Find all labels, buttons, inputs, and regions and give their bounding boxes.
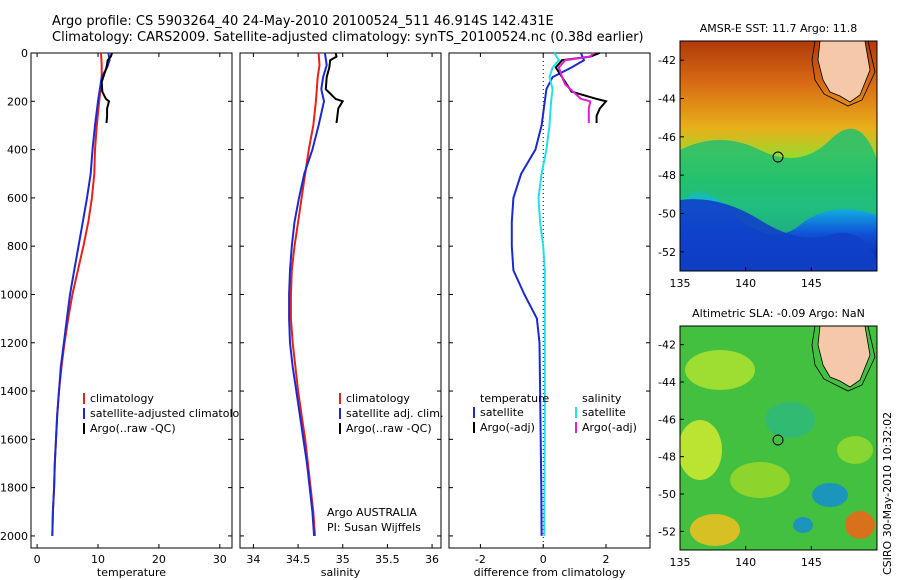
x-tick-label: 30 bbox=[213, 553, 227, 566]
legend-title: salinity bbox=[582, 392, 622, 405]
series-line-climatology bbox=[289, 52, 321, 536]
sla-blob bbox=[730, 462, 790, 498]
y-tick-label: -44 bbox=[658, 376, 676, 389]
x-tick-label: 0 bbox=[34, 553, 41, 566]
figure-title-line-1: Argo profile: CS 5903264_40 24-May-2010 … bbox=[52, 14, 554, 29]
map-frame bbox=[679, 325, 878, 551]
x-tick-label: 145 bbox=[801, 277, 822, 290]
legend-label: satellite bbox=[582, 406, 626, 419]
x-axis-label: temperature bbox=[97, 566, 166, 579]
x-tick-label: -2 bbox=[475, 553, 486, 566]
y-tick-label: 0 bbox=[21, 47, 28, 60]
legend-label: Argo(..raw -QC) bbox=[90, 422, 176, 435]
x-tick-label: 34.5 bbox=[286, 553, 311, 566]
y-tick-label: -48 bbox=[658, 451, 676, 464]
y-tick-label: 1000 bbox=[0, 288, 28, 301]
map-sst-axes: AMSR-E SST: 11.7 Argo: 11.8 135 140 145 -42 -… bbox=[658, 22, 878, 290]
legend-label: Argo(..raw -QC) bbox=[346, 422, 432, 435]
x-axis-label: salinity bbox=[321, 566, 361, 579]
x-tick-label: 35 bbox=[336, 553, 350, 566]
data-source-annotation: PI: Susan Wijffels bbox=[327, 521, 421, 534]
y-tick-label: 1800 bbox=[0, 482, 28, 495]
y-tick-label: -50 bbox=[658, 488, 676, 501]
map-title: Altimetric SLA: -0.09 Argo: NaN bbox=[692, 307, 865, 320]
x-tick-label: 10 bbox=[91, 553, 105, 566]
sla-blob bbox=[690, 514, 740, 546]
y-tick-label: 800 bbox=[7, 240, 28, 253]
y-tick-label: -48 bbox=[658, 169, 676, 182]
sla-blob bbox=[837, 436, 873, 464]
sst-cold-water bbox=[680, 199, 877, 271]
x-tick-label: 140 bbox=[735, 277, 756, 290]
tasmania-land bbox=[817, 326, 871, 388]
float-marker bbox=[772, 151, 784, 163]
legend-label: satellite bbox=[480, 406, 524, 419]
map-frame bbox=[679, 40, 878, 272]
y-tick-label: -52 bbox=[658, 246, 676, 259]
y-tick-label: 2000 bbox=[0, 530, 28, 543]
isobath-contour bbox=[811, 41, 876, 107]
x-tick-label: 140 bbox=[735, 556, 756, 569]
x-tick-label: 0 bbox=[540, 553, 547, 566]
profile-panel-temperature: 0 10 20 30 0 200 400 600 800 1000 1200 1400 1600 1800… bbox=[0, 47, 253, 579]
sla-map bbox=[680, 326, 877, 550]
sla-blob bbox=[765, 402, 815, 438]
sla-blob bbox=[793, 517, 813, 533]
y-tick-label: -44 bbox=[658, 93, 676, 106]
y-tick-label: 200 bbox=[7, 95, 28, 108]
sla-blob bbox=[812, 483, 848, 507]
x-tick-label: 35.5 bbox=[375, 553, 400, 566]
x-tick-label: 135 bbox=[670, 556, 691, 569]
y-tick-label: -46 bbox=[658, 413, 676, 426]
x-tick-label: 34 bbox=[246, 553, 260, 566]
x-tick-label: 36 bbox=[425, 553, 439, 566]
x-axis-label: difference from climatology bbox=[474, 566, 626, 579]
figure-title-line-2: Climatology: CARS2009. Satellite-adjuste… bbox=[52, 30, 644, 45]
legend-label: climatology bbox=[90, 392, 154, 405]
plot-frame bbox=[239, 52, 442, 549]
map-sla-axes: Altimetric SLA: -0.09 Argo: NaN 135 140 145… bbox=[658, 307, 878, 569]
y-tick-label: 1400 bbox=[0, 385, 28, 398]
sla-blob bbox=[845, 511, 875, 539]
legend-title: temperature bbox=[480, 392, 549, 405]
series-line-argo bbox=[100, 52, 113, 124]
series-line-argo_adj bbox=[557, 52, 595, 123]
series-line-argo bbox=[324, 52, 345, 124]
sla-blob bbox=[680, 420, 722, 480]
series-line-satellite bbox=[51, 52, 111, 536]
plot-frame bbox=[448, 52, 651, 549]
y-tick-label: 400 bbox=[7, 144, 28, 157]
tasmania-land bbox=[817, 41, 871, 103]
legend-label: satellite-adjusted climatology bbox=[90, 407, 253, 420]
map-title: AMSR-E SST: 11.7 Argo: 11.8 bbox=[700, 22, 858, 35]
legend-label: Argo(-adj) bbox=[582, 421, 637, 434]
x-tick-label: 2 bbox=[603, 553, 610, 566]
data-source-annotation: Argo AUSTRALIA bbox=[327, 506, 417, 519]
plot-frame bbox=[30, 52, 233, 549]
legend-label: climatology bbox=[346, 392, 410, 405]
y-tick-label: -50 bbox=[658, 208, 676, 221]
x-tick-label: 145 bbox=[801, 556, 822, 569]
series-line-sat_diff bbox=[537, 52, 561, 536]
float-marker bbox=[772, 434, 784, 446]
y-tick-label: -52 bbox=[658, 525, 676, 538]
y-tick-label: -46 bbox=[658, 131, 676, 144]
y-tick-label: 1200 bbox=[0, 337, 28, 350]
y-tick-label: 600 bbox=[7, 192, 28, 205]
series-line-satellite bbox=[288, 52, 328, 536]
legend-label: satellite adj. clim. bbox=[346, 407, 443, 420]
x-tick-label: 20 bbox=[152, 553, 166, 566]
x-tick-label: 135 bbox=[670, 277, 691, 290]
y-tick-label: -42 bbox=[658, 54, 676, 67]
y-tick-label: 1600 bbox=[0, 433, 28, 446]
y-tick-label: -42 bbox=[658, 339, 676, 352]
profile-panel-salinity: 34 34.5 35 35.5 36 salinity climatology satelli… bbox=[239, 52, 443, 579]
isobath-contour bbox=[811, 326, 876, 392]
legend-label: Argo(-adj) bbox=[480, 421, 535, 434]
series-line-satellite bbox=[510, 52, 586, 536]
sst-map bbox=[680, 41, 877, 271]
sla-blob bbox=[685, 350, 755, 390]
